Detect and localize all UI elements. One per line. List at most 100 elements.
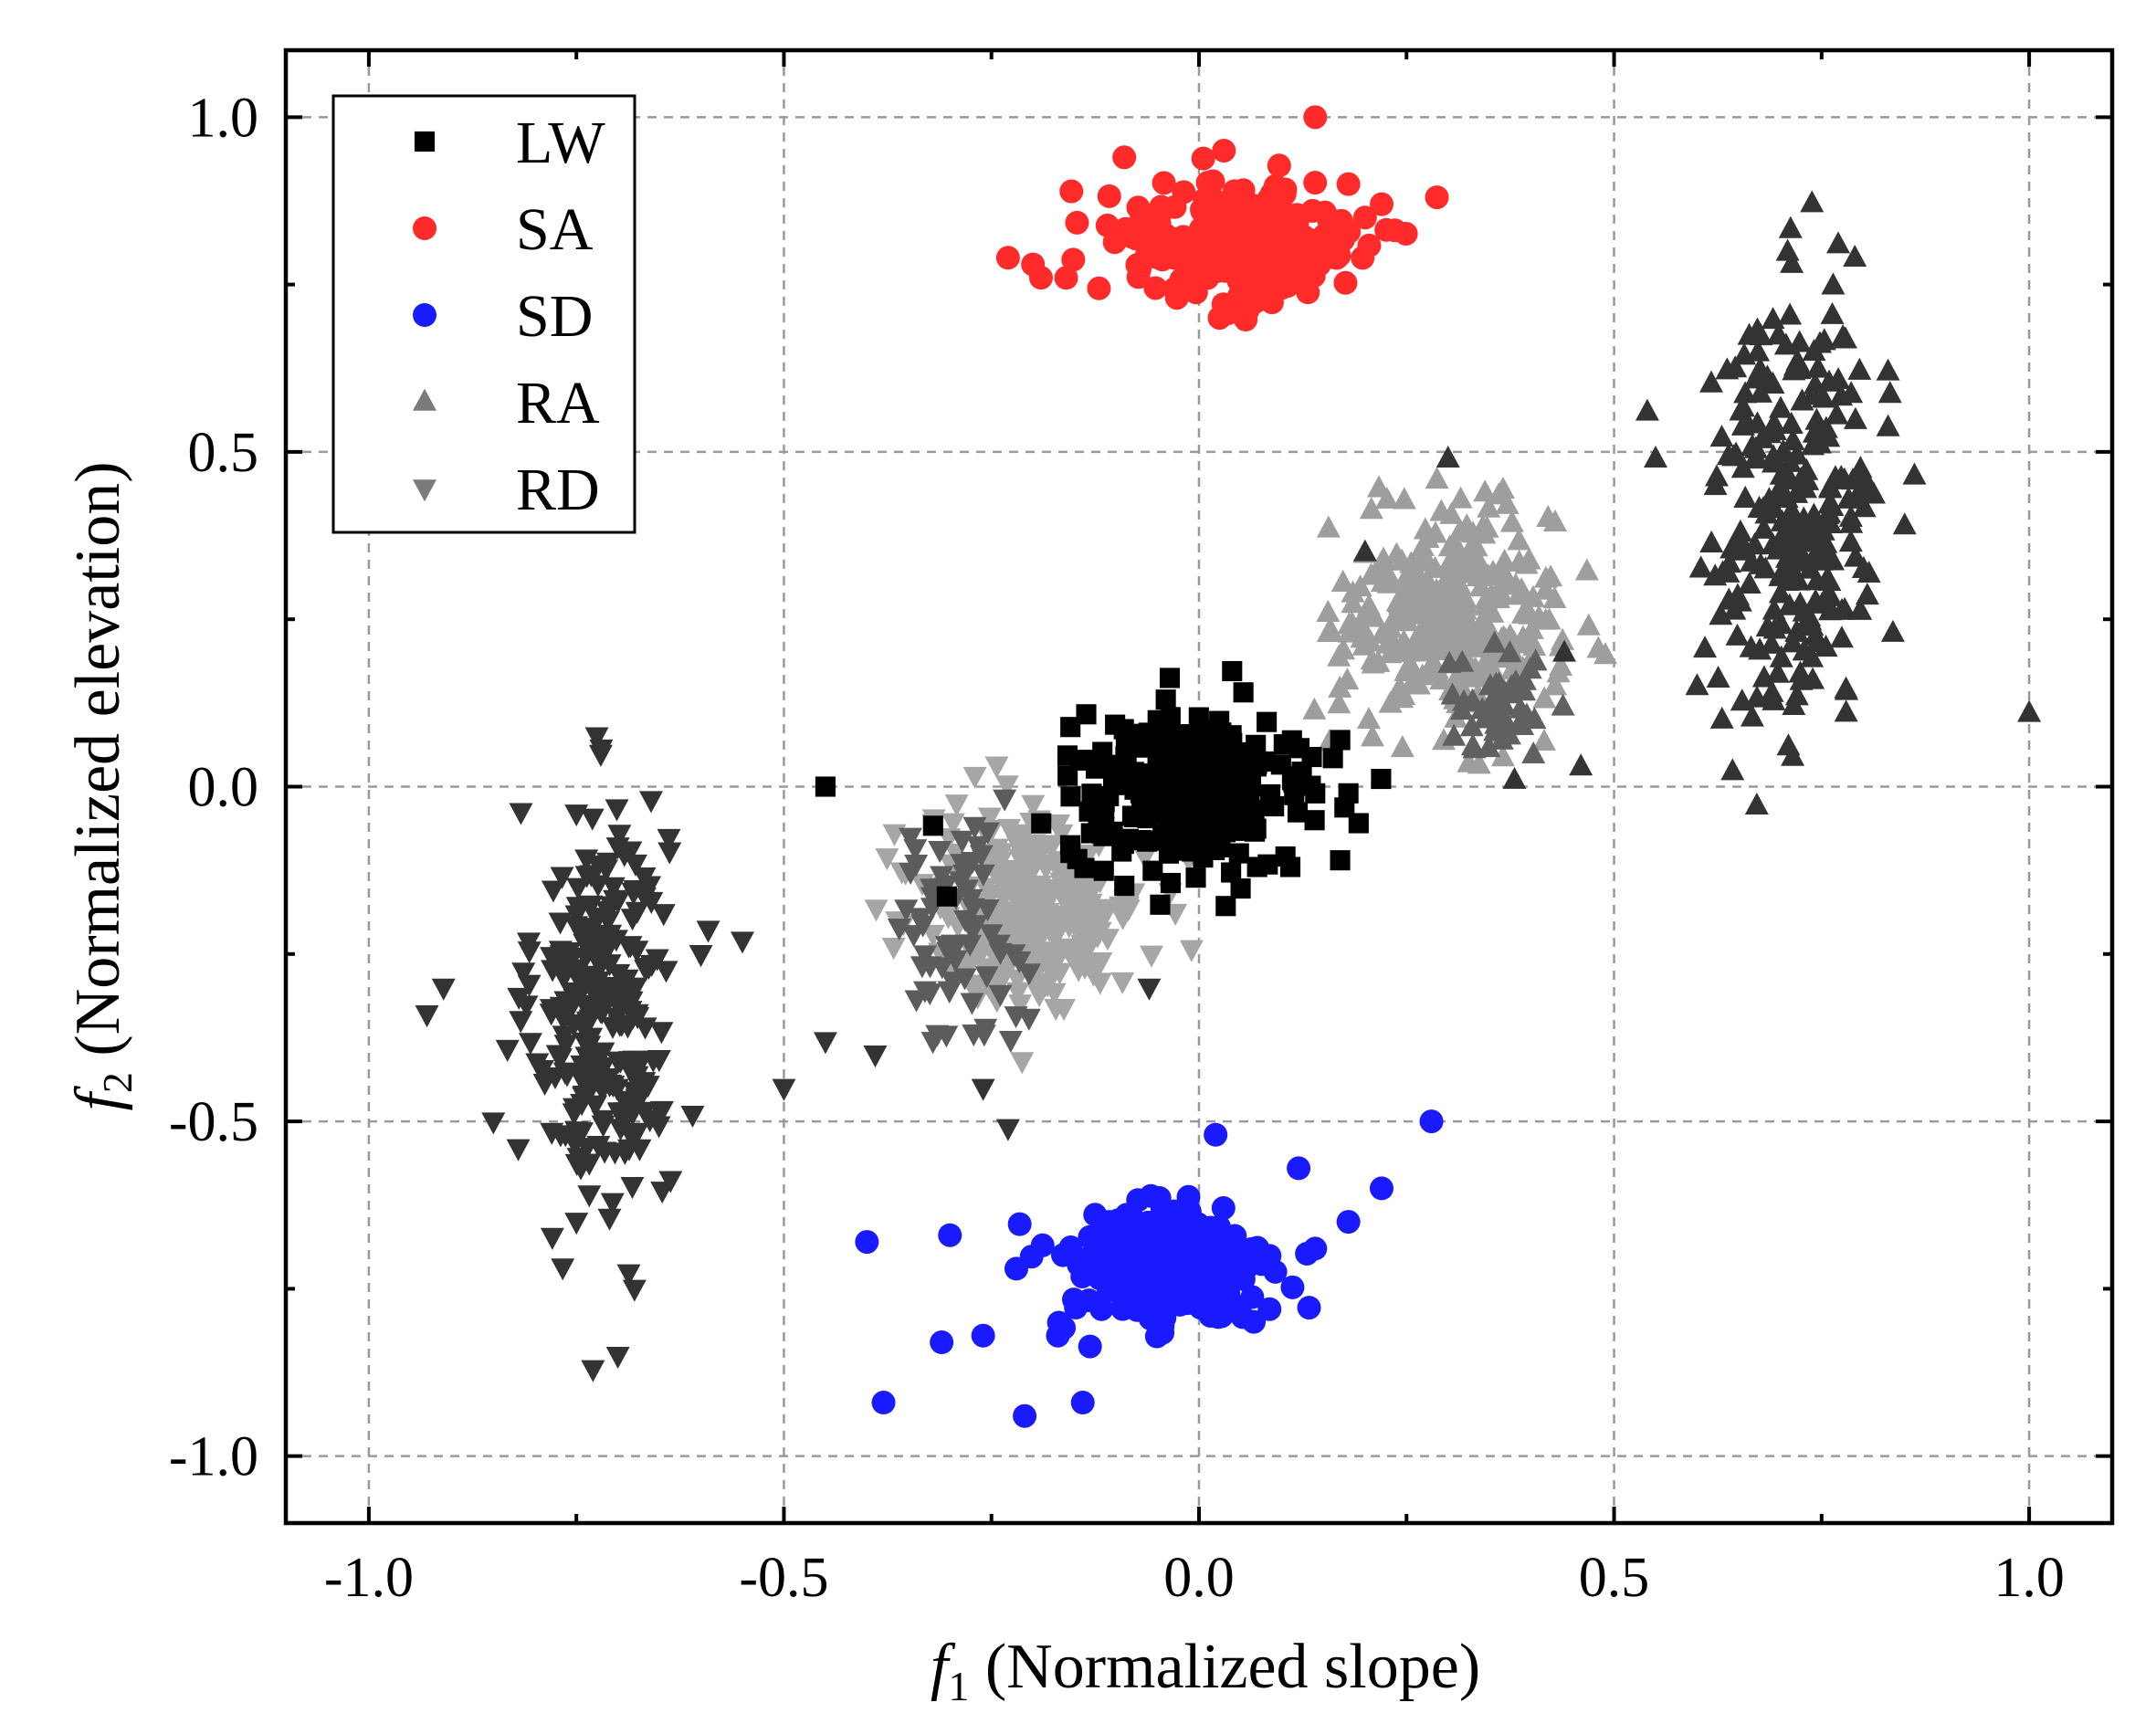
point-sa — [1125, 253, 1150, 278]
point-lw — [1072, 750, 1093, 771]
point-ra — [1490, 569, 1515, 592]
point-ra — [1704, 464, 1729, 487]
point-ra — [1477, 495, 1501, 518]
point-ra — [1482, 630, 1507, 653]
point-ra — [1415, 549, 1440, 572]
point-ra — [1551, 693, 1575, 716]
point-ra — [1802, 338, 1826, 362]
point-rd — [657, 828, 681, 851]
point-sd — [1223, 1224, 1247, 1248]
point-ra — [1392, 683, 1416, 706]
point-lw — [1348, 813, 1369, 834]
point-sd — [1013, 1403, 1037, 1428]
point-rd — [894, 899, 919, 922]
point-sd — [1156, 1280, 1181, 1305]
point-ra — [1380, 627, 1404, 650]
point-rd — [1132, 847, 1157, 870]
point-sd — [1004, 1256, 1028, 1281]
point-rd — [963, 915, 988, 938]
point-ra — [1812, 328, 1836, 351]
point-lw — [1304, 810, 1325, 831]
point-ra — [1746, 339, 1771, 362]
point-ra — [1685, 673, 1709, 696]
point-rd — [1079, 930, 1104, 952]
point-ra — [1436, 551, 1461, 573]
point-ra — [1644, 445, 1667, 468]
point-ra — [1769, 482, 1793, 505]
point-ra — [1715, 357, 1740, 380]
point-ra — [1730, 456, 1755, 478]
point-rd — [605, 891, 630, 914]
point-ra — [1442, 529, 1467, 552]
point-ra — [1720, 758, 1745, 781]
point-ra — [1330, 569, 1355, 592]
legend-marker-lw — [414, 131, 436, 152]
point-ra — [1472, 521, 1497, 544]
point-ra — [1751, 516, 1776, 539]
point-ra — [1782, 505, 1806, 528]
point-ra — [1790, 388, 1814, 411]
point-rd — [613, 1142, 637, 1165]
point-rd — [975, 899, 1000, 922]
point-ra — [1450, 587, 1475, 610]
point-ra — [1543, 509, 1568, 531]
x-tick-label: 1.0 — [1993, 1547, 2065, 1609]
point-ra — [1760, 631, 1784, 654]
point-ra — [1396, 637, 1421, 660]
point-ra — [1815, 565, 1840, 588]
point-ra — [1847, 357, 1872, 380]
point-ra — [1800, 190, 1825, 213]
point-ra — [1782, 693, 1806, 716]
point-sa — [1303, 105, 1328, 130]
point-lw — [1230, 878, 1251, 899]
point-rd — [934, 875, 959, 898]
point-ra — [1812, 385, 1836, 408]
point-rd — [941, 813, 965, 835]
point-lw — [1067, 848, 1088, 869]
point-ra — [1693, 636, 1718, 658]
point-rd — [592, 1056, 616, 1080]
point-sa — [1113, 216, 1138, 241]
point-ra — [1754, 501, 1779, 524]
point-lw — [815, 776, 836, 797]
point-sa — [1374, 217, 1399, 242]
point-rd — [545, 1045, 570, 1067]
point-rd — [912, 945, 937, 968]
point-rd — [585, 875, 610, 898]
point-lw — [1257, 711, 1278, 732]
point-ra — [1362, 604, 1387, 627]
point-ra — [1359, 497, 1383, 520]
point-sd — [871, 1391, 896, 1415]
point-ra — [1316, 599, 1341, 622]
point-ra — [1838, 530, 1863, 552]
point-sa — [1337, 219, 1362, 244]
point-lw — [1057, 765, 1078, 786]
point-ra — [1473, 479, 1498, 502]
point-lw — [1230, 780, 1252, 801]
point-ra — [1855, 583, 1879, 605]
point-ra — [1412, 583, 1436, 606]
point-ra — [1722, 597, 1747, 620]
point-lw — [1131, 830, 1152, 851]
point-rd — [986, 934, 1011, 957]
point-ra — [1465, 622, 1489, 645]
point-rd — [506, 1139, 531, 1161]
point-sd — [1098, 1238, 1122, 1263]
point-rd — [574, 849, 599, 872]
point-lw — [1150, 894, 1171, 915]
point-rd — [626, 1054, 650, 1077]
point-rd — [959, 888, 983, 911]
point-ra — [1792, 638, 1816, 661]
point-rd — [580, 808, 605, 831]
point-lw — [1114, 876, 1135, 897]
point-rd — [622, 1279, 647, 1302]
point-ra — [1805, 627, 1830, 650]
point-ra — [1755, 615, 1780, 637]
point-ra — [1802, 509, 1826, 531]
x-tick-label: -1.0 — [324, 1547, 414, 1609]
point-ra — [1425, 467, 1449, 489]
point-sd — [1046, 1323, 1070, 1348]
point-ra — [1450, 649, 1475, 672]
point-ra — [1446, 664, 1471, 687]
